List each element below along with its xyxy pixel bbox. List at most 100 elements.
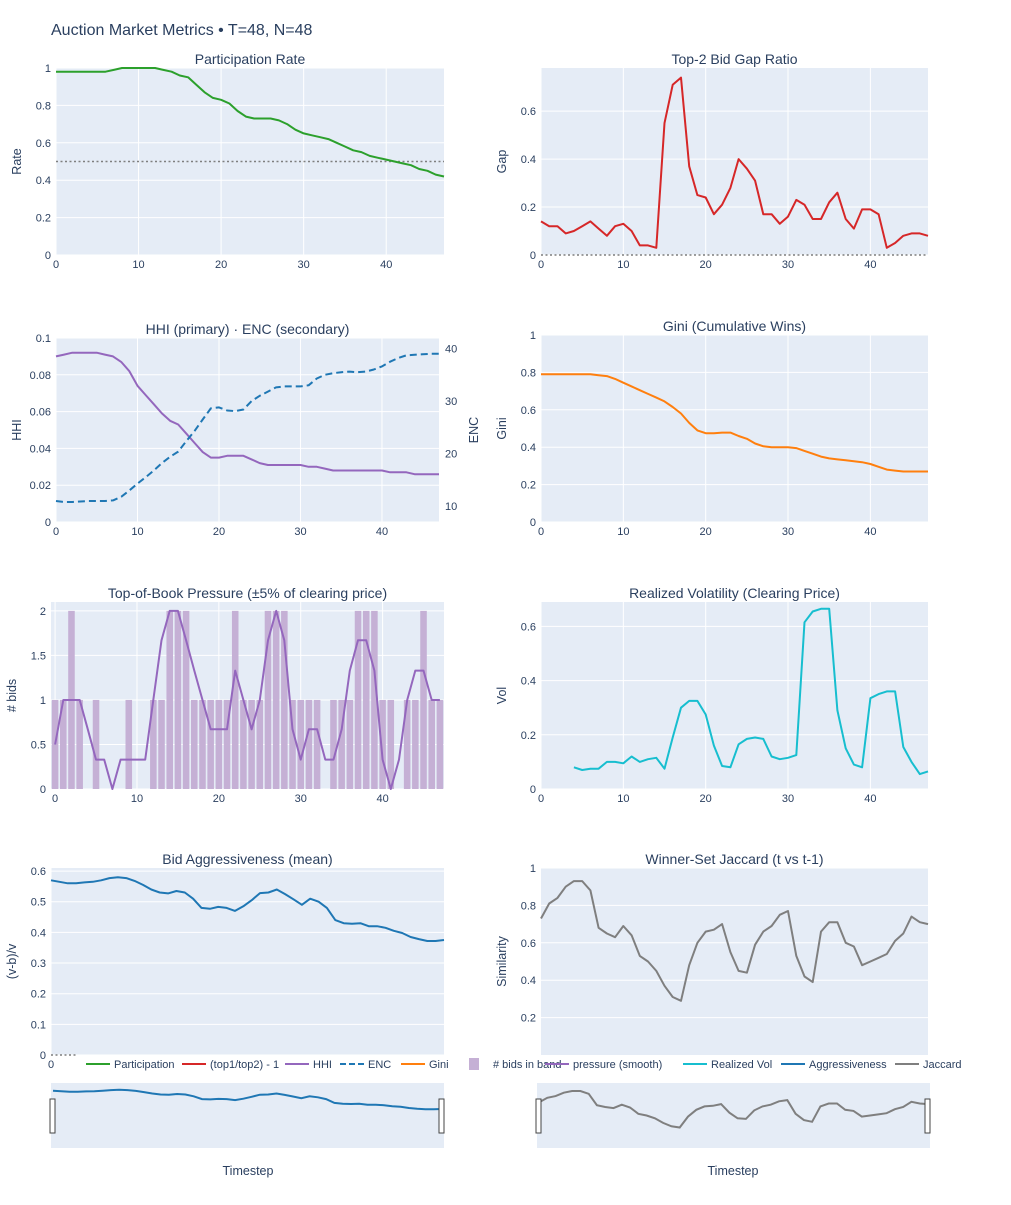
legend-item[interactable]: Realized Vol — [683, 1059, 772, 1071]
slider-right[interactable] — [535, 1083, 931, 1148]
hhi_enc-title: HHI (primary) · ENC (secondary) — [146, 321, 350, 337]
bar — [76, 699, 83, 789]
y-tick-label: 0.6 — [521, 106, 536, 118]
x-tick-label: 20 — [700, 793, 712, 805]
x-tick-label: 40 — [864, 526, 876, 538]
legend-label: (top1/top2) - 1 — [210, 1059, 279, 1071]
legend-item[interactable]: HHI — [285, 1059, 332, 1071]
gini-chart: Gini (Cumulative Wins)00.20.40.60.810 10 2… — [495, 318, 928, 538]
y-tick-label: 0.4 — [31, 927, 46, 939]
y-tick-label: 0.6 — [36, 138, 51, 150]
y-tick-label: 0.2 — [521, 1013, 536, 1025]
series-line — [573, 607, 929, 776]
gap-chart: Top-2 Bid Gap Ratio 0 0.2 0.4 0.6 0 10 20 30 40 Ga… — [495, 51, 929, 271]
x-tick-label: 0 — [538, 259, 544, 271]
legend-item[interactable]: Aggressiveness — [781, 1059, 887, 1071]
legend-label: # bids in band — [493, 1059, 562, 1071]
bar — [125, 699, 133, 789]
x-tick-label: 30 — [295, 793, 307, 805]
legend-label: Participation — [114, 1059, 175, 1071]
range-slider-track — [51, 1083, 444, 1148]
bar — [256, 699, 264, 789]
x-tick-label: 20 — [700, 259, 712, 271]
range-slider-handle[interactable] — [49, 1098, 56, 1134]
range-slider-handle[interactable] — [924, 1098, 931, 1134]
x-tick-label: 10 — [617, 793, 629, 805]
y-tick-label: 0.4 — [36, 175, 51, 187]
legend-item[interactable]: Gini — [401, 1059, 449, 1071]
x-tick-label: 10 — [617, 526, 629, 538]
y-tick-label: 0.5 — [31, 897, 46, 909]
bar — [150, 699, 157, 789]
series-line — [54, 609, 440, 790]
bar — [272, 610, 280, 789]
range-slider-handle[interactable] — [438, 1098, 445, 1134]
pressure-title: Top-of-Book Pressure (±5% of clearing pr… — [108, 585, 387, 601]
jaccard-y-axis-label: Similarity — [495, 935, 509, 986]
x-tick-label: 10 — [131, 793, 143, 805]
series-line — [541, 373, 928, 473]
pressure-chart: Top-of-Book Pressure (±5% of clearing pr… — [5, 585, 444, 805]
y-tick-label: 1.5 — [31, 650, 46, 662]
hhi_enc-y2-axis-label: ENC — [467, 417, 481, 443]
bar — [281, 610, 288, 789]
legend-label: pressure (smooth) — [573, 1059, 662, 1071]
bar — [215, 699, 223, 789]
legend-item[interactable]: pressure (smooth) — [545, 1059, 662, 1071]
bar — [174, 610, 182, 789]
bar — [248, 699, 255, 789]
series-line — [540, 76, 929, 249]
aggressiveness-chart: Bid Aggressiveness (mean) 0 0.1 0.2 0.3 0.4 0.… — [5, 851, 445, 1071]
range-slider-handle[interactable] — [535, 1098, 542, 1134]
y-tick-label: 0.6 — [31, 866, 46, 878]
participation-y-axis-label: Rate — [10, 148, 24, 174]
bar — [199, 699, 206, 789]
bar — [297, 699, 304, 789]
gap-title: Top-2 Bid Gap Ratio — [671, 51, 797, 67]
x-tick-label: 30 — [294, 526, 306, 538]
legend-label: Realized Vol — [711, 1059, 772, 1071]
y2-tick-label: 40 — [445, 344, 457, 356]
range-slider-trace — [52, 1088, 443, 1111]
y-tick-label: 0.2 — [31, 989, 46, 1001]
y-tick-label: 0.4 — [521, 676, 536, 688]
legend-label: Jaccard — [923, 1059, 962, 1071]
x-tick-label: 10 — [131, 526, 143, 538]
bar — [412, 699, 419, 789]
y-tick-label: 0.1 — [36, 333, 51, 345]
y-tick-label: 1 — [40, 695, 46, 707]
legend-item[interactable]: Jaccard — [895, 1059, 962, 1071]
y-tick-label: 0.8 — [36, 100, 51, 112]
volatility-chart: Realized Volatility (Clearing Price) 0 0.2… — [495, 585, 929, 805]
x-tick-label: 30 — [782, 259, 794, 271]
legend-label: HHI — [313, 1059, 332, 1071]
y-tick-label: 0.2 — [521, 480, 536, 492]
legend-item[interactable]: (top1/top2) - 1 — [182, 1059, 279, 1071]
x-tick-label: 40 — [376, 526, 388, 538]
y-tick-label: 0 — [530, 784, 536, 796]
pressure-y-axis-label: # bids — [5, 679, 19, 712]
x-tick-label: 0 — [53, 259, 59, 271]
legend-item[interactable]: # bids in band — [469, 1058, 562, 1071]
legend-item[interactable]: ENC — [340, 1059, 391, 1071]
x-tick-label: 30 — [782, 793, 794, 805]
slider-left[interactable] — [49, 1083, 445, 1148]
bar — [207, 699, 214, 789]
bar — [371, 610, 378, 789]
y-tick-label: 0.2 — [521, 730, 536, 742]
range-sliders — [49, 1083, 931, 1148]
x-tick-label: 0 — [52, 793, 58, 805]
bar — [289, 699, 296, 789]
aggressiveness-y-axis-label: (v-b)/v — [5, 943, 19, 979]
hhi_enc-y-axis-label: HHI — [10, 419, 24, 441]
x-tick-label: 30 — [782, 526, 794, 538]
legend-item[interactable]: Participation — [86, 1059, 175, 1071]
x-tick-label: 40 — [864, 259, 876, 271]
y-tick-label: 0.02 — [30, 480, 51, 492]
legend-swatch — [469, 1058, 479, 1070]
bar — [403, 699, 411, 789]
volatility-title: Realized Volatility (Clearing Price) — [629, 585, 840, 601]
jaccard-title: Winner-Set Jaccard (t vs t-1) — [645, 851, 823, 867]
